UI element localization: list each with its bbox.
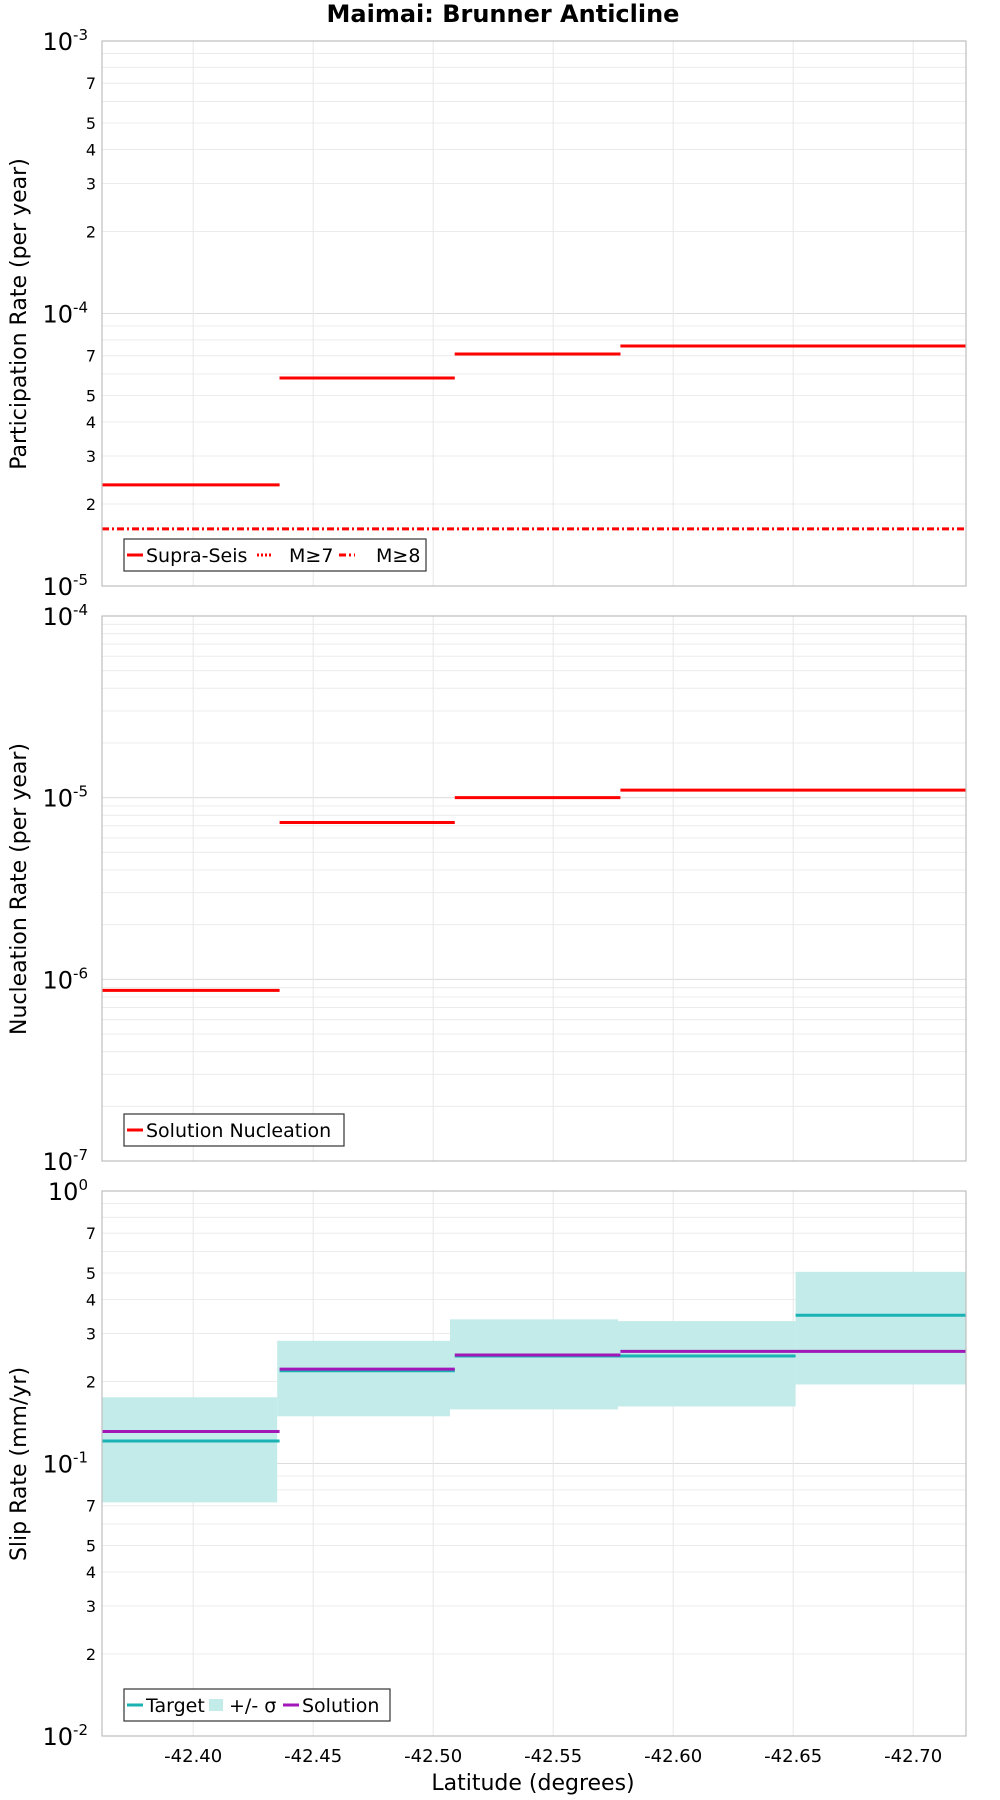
y-minor-tick-label: 4 xyxy=(86,1290,96,1309)
y-minor-tick-label: 7 xyxy=(86,1497,96,1516)
legend-label: Supra-Seis xyxy=(146,545,247,567)
y-tick-label: 10-4 xyxy=(42,601,88,631)
legend-label: M≥8 xyxy=(376,545,420,567)
y-axis-label: Nucleation Rate (per year) xyxy=(7,743,32,1035)
legend-label: Solution Nucleation xyxy=(146,1120,331,1142)
y-tick-base: 10 xyxy=(42,573,73,601)
y-minor-tick-label: 4 xyxy=(86,1563,96,1582)
gridlines xyxy=(102,616,966,1162)
sigma-band-segment xyxy=(795,1271,966,1385)
plot-frame xyxy=(101,40,967,587)
y-tick-label: 10-1 xyxy=(42,1449,88,1479)
y-axis-label: Participation Rate (per year) xyxy=(7,158,32,470)
x-tick-label: -42.55 xyxy=(524,1746,582,1767)
x-axis-ticks: -42.40 -42.45 -42.50 -42.55 -42.60 -42.65 -42.… xyxy=(164,1746,942,1767)
y-tick-exponent: 0 xyxy=(78,1176,88,1194)
y-tick-base: 10 xyxy=(48,1178,79,1206)
y-tick-label: 10-7 xyxy=(42,1146,88,1176)
x-tick-label: -42.45 xyxy=(284,1746,342,1767)
y-tick-exponent: -2 xyxy=(73,1721,88,1739)
y-minor-tick-label: 4 xyxy=(86,140,96,159)
y-minor-tick-label: 3 xyxy=(86,174,96,193)
plot-frame xyxy=(101,615,967,1162)
y-tick-base: 10 xyxy=(42,301,73,329)
y-tick-label: 10-4 xyxy=(42,299,88,329)
y-minor-tick-label: 2 xyxy=(86,495,96,514)
y-tick-label: 10-5 xyxy=(42,783,88,813)
y-minor-tick-label: 5 xyxy=(86,1264,96,1283)
y-tick-base: 10 xyxy=(42,1723,73,1751)
y-minor-tick-label: 7 xyxy=(86,1224,96,1243)
y-tick-exponent: -4 xyxy=(73,601,88,619)
legend-label: +/- σ xyxy=(229,1695,276,1717)
y-minor-tick-label: 3 xyxy=(86,1597,96,1616)
legend-box xyxy=(123,1688,391,1722)
y-minor-tick-label: 4 xyxy=(86,413,96,432)
legend: Solution Nucleation xyxy=(123,1113,345,1147)
chart-title: Maimai: Brunner Anticline xyxy=(327,0,680,28)
y-minor-tick-label: 7 xyxy=(86,74,96,93)
y-tick-base: 10 xyxy=(42,966,73,994)
x-tick-label: -42.65 xyxy=(764,1746,822,1767)
y-tick-base: 10 xyxy=(42,785,73,813)
sigma-band-segment xyxy=(277,1340,450,1417)
x-axis-label: Latitude (degrees) xyxy=(431,1771,634,1796)
y-minor-tick-label: 2 xyxy=(86,222,96,241)
y-tick-label: 10-3 xyxy=(42,26,88,56)
y-axis-label: Slip Rate (mm/yr) xyxy=(7,1367,32,1561)
y-tick-base: 10 xyxy=(42,1451,73,1479)
y-tick-exponent: -5 xyxy=(73,783,88,801)
y-tick-exponent: -3 xyxy=(73,26,88,44)
y-minor-tick-label: 7 xyxy=(86,347,96,366)
sigma-band-segment xyxy=(618,1321,796,1407)
sigma-band-segment xyxy=(450,1319,618,1410)
plot-area xyxy=(102,616,966,1161)
series-M≥7 xyxy=(279,352,621,380)
y-tick-exponent: -5 xyxy=(73,571,88,589)
x-tick-label: -42.40 xyxy=(164,1746,222,1767)
series-Solution xyxy=(102,1349,966,1434)
x-tick-label: -42.70 xyxy=(884,1746,942,1767)
y-tick-label: 100 xyxy=(48,1176,88,1206)
series-Solution Nucleation xyxy=(102,788,966,992)
y-minor-tick-label: 5 xyxy=(86,1537,96,1556)
y-minor-tick-label: 5 xyxy=(86,387,96,406)
y-tick-label: 10-6 xyxy=(42,964,88,994)
y-tick-exponent: -4 xyxy=(73,299,88,317)
sigma-band-segment xyxy=(102,1397,278,1503)
legend-box xyxy=(123,538,427,572)
y-tick-exponent: -6 xyxy=(73,964,88,982)
y-minor-tick-label: 3 xyxy=(86,1324,96,1343)
y-minor-tick-label: 5 xyxy=(86,114,96,133)
legend-label: Target xyxy=(145,1695,205,1717)
y-tick-exponent: -1 xyxy=(73,1449,88,1467)
y-minor-tick-label: 2 xyxy=(86,1645,96,1664)
legend: Supra-Seis M≥7 M≥8 xyxy=(123,538,427,572)
plot-frame xyxy=(101,1190,967,1737)
y-tick-label: 10-2 xyxy=(42,1721,88,1751)
legend-swatch-band xyxy=(209,1699,223,1711)
x-tick-label: -42.50 xyxy=(404,1746,462,1767)
gridlines xyxy=(102,41,966,587)
y-tick-exponent: -7 xyxy=(73,1146,88,1164)
y-tick-base: 10 xyxy=(42,1148,73,1176)
series-Supra-Seis xyxy=(102,344,966,487)
legend: Target +/- σ Solution xyxy=(123,1688,391,1722)
y-tick-base: 10 xyxy=(42,603,73,631)
y-tick-base: 10 xyxy=(42,28,73,56)
y-minor-tick-label: 3 xyxy=(86,447,96,466)
legend-label: M≥7 xyxy=(289,545,333,567)
x-tick-label: -42.60 xyxy=(644,1746,702,1767)
y-tick-label: 10-5 xyxy=(42,571,88,601)
band-+/- σ xyxy=(102,1271,966,1503)
legend-box xyxy=(123,1113,345,1147)
legend-label: Solution xyxy=(302,1695,379,1717)
y-minor-tick-label: 2 xyxy=(86,1372,96,1391)
